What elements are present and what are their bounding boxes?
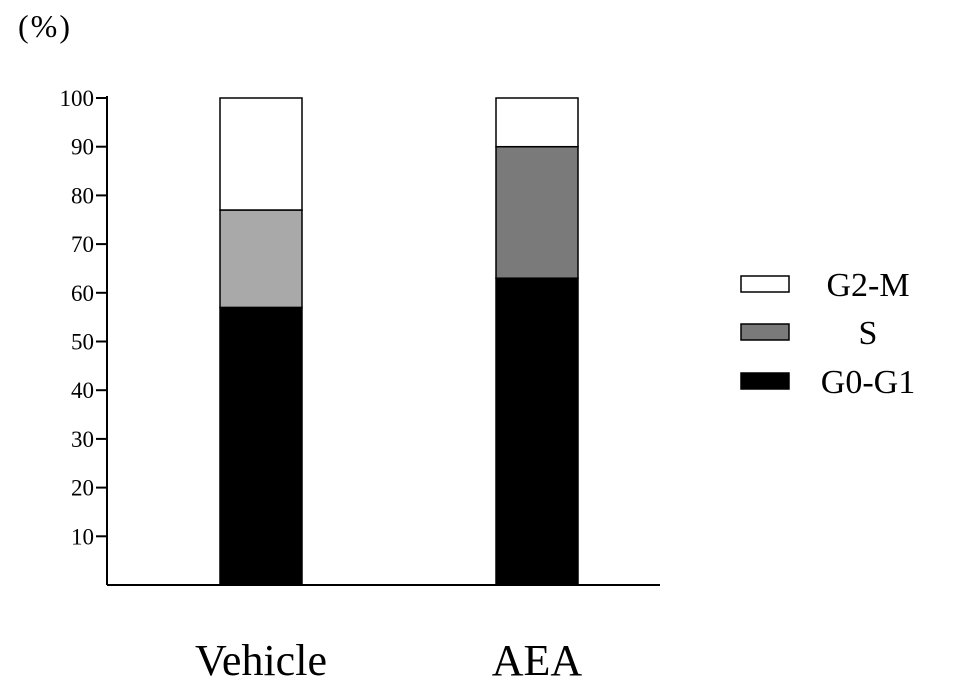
y-tick-label: 70 [71, 232, 94, 257]
y-tick-label: 100 [60, 86, 95, 111]
bar-g0-g1 [495, 277, 579, 586]
legend-label: G0-G1 [821, 364, 915, 401]
y-tick-label: 80 [71, 183, 94, 208]
legend-swatch [740, 275, 790, 293]
legend-swatch [740, 372, 790, 390]
y-tick-label: 40 [71, 378, 94, 403]
bar-s [495, 145, 579, 279]
y-tick-label: 90 [71, 135, 94, 160]
bar-s [219, 209, 303, 309]
y-axis-label: (%) [18, 8, 72, 44]
y-tick-label: 20 [71, 476, 94, 501]
y-tick-label: 10 [71, 524, 94, 549]
legend-label: G2-M [826, 267, 909, 304]
bar-g2-m [219, 97, 303, 211]
legend-swatch [740, 323, 790, 341]
bar-g0-g1 [219, 306, 303, 586]
y-tick-label: 30 [71, 427, 94, 452]
y-tick-label: 50 [71, 330, 94, 355]
x-tick-label: AEA [492, 636, 583, 685]
bar-g2-m [495, 97, 579, 148]
x-tick-label: Vehicle [195, 636, 327, 685]
legend-label: S [859, 315, 878, 352]
y-tick-label: 60 [71, 281, 94, 306]
